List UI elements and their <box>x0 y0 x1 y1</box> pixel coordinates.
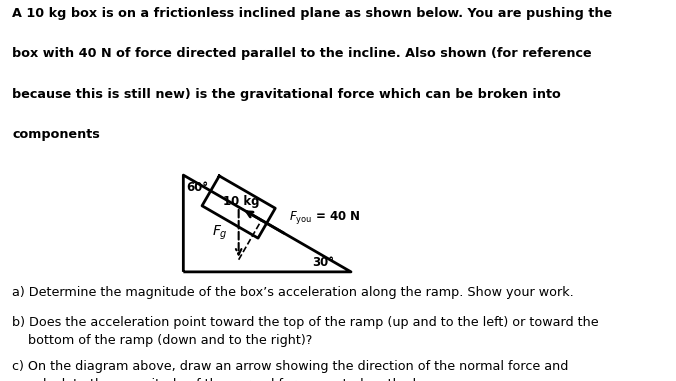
Text: c) On the diagram above, draw an arrow showing the direction of the normal force: c) On the diagram above, draw an arrow s… <box>12 360 569 373</box>
Text: box with 40 N of force directed parallel to the incline. Also shown (for referen: box with 40 N of force directed parallel… <box>12 47 592 60</box>
Text: calculate the magnitude of the normal force exerted on the box.: calculate the magnitude of the normal fo… <box>28 378 440 381</box>
Text: a) Determine the magnitude of the box’s acceleration along the ramp. Show your w: a) Determine the magnitude of the box’s … <box>12 286 574 299</box>
Text: because this is still new) is the gravitational force which can be broken into: because this is still new) is the gravit… <box>12 88 561 101</box>
Text: components: components <box>12 128 100 141</box>
Text: b) Does the acceleration point toward the top of the ramp (up and to the left) o: b) Does the acceleration point toward th… <box>12 316 599 329</box>
Text: 60°: 60° <box>186 181 208 194</box>
Text: 30°: 30° <box>313 256 335 269</box>
Text: $F_g$: $F_g$ <box>212 224 228 242</box>
Text: A 10 kg box is on a frictionless inclined plane as shown below. You are pushing : A 10 kg box is on a frictionless incline… <box>12 7 612 20</box>
Text: $F_{\rm you}$ = 40 N: $F_{\rm you}$ = 40 N <box>289 209 360 226</box>
Text: 10 kg: 10 kg <box>223 195 260 208</box>
Text: bottom of the ramp (down and to the right)?: bottom of the ramp (down and to the righ… <box>28 334 313 347</box>
